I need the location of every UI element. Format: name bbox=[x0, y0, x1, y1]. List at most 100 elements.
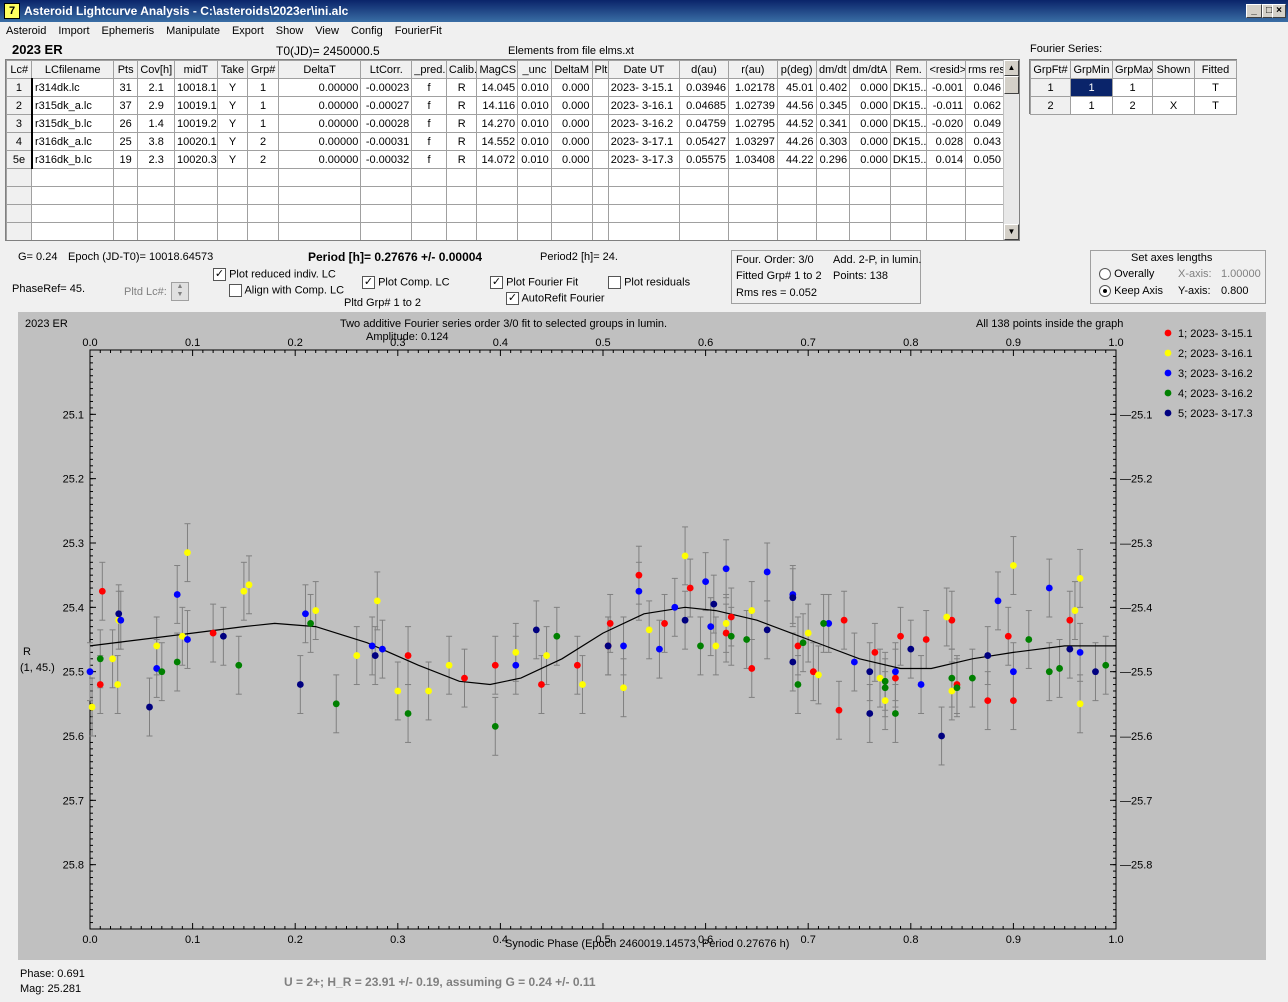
lc-table-cell[interactable]: 0.010 bbox=[517, 96, 552, 115]
lc-table-cell[interactable] bbox=[411, 168, 447, 187]
lc-table-cell[interactable] bbox=[112, 204, 139, 223]
overally-radio[interactable]: Overally bbox=[1099, 268, 1154, 281]
lc-table-cell[interactable]: Y bbox=[216, 78, 249, 97]
lc-table-cell[interactable]: R bbox=[445, 78, 478, 97]
lc-table-cell[interactable]: 0.010 bbox=[517, 132, 552, 151]
lc-table-cell[interactable]: 0.05575 bbox=[679, 150, 729, 169]
lc-table-cell[interactable] bbox=[174, 168, 218, 187]
lc-table-cell[interactable]: f bbox=[411, 150, 447, 169]
lc-table-cell[interactable] bbox=[591, 168, 609, 187]
lc-table-cell[interactable] bbox=[216, 222, 249, 240]
scroll-down-icon[interactable]: ▼ bbox=[1004, 224, 1019, 240]
lc-table-cell[interactable] bbox=[926, 186, 967, 205]
lc-col-header[interactable]: Rem. bbox=[889, 60, 928, 79]
fourier-table-cell[interactable]: 1 bbox=[1070, 96, 1113, 115]
lc-table-cell[interactable]: r315dk_a.lc bbox=[30, 96, 114, 115]
lc-table-cell[interactable]: -0.020 bbox=[926, 114, 967, 133]
lc-table-cell[interactable] bbox=[679, 168, 729, 187]
scroll-up-icon[interactable]: ▲ bbox=[1004, 60, 1019, 76]
lc-table-cell[interactable]: 0.014 bbox=[926, 150, 967, 169]
lc-table-row[interactable]: 3 r315dk_b.lc 26 1.4 10019.2 Y 1 0.00000 -0.0002… bbox=[6, 114, 1004, 133]
lc-table-cell[interactable]: -0.00023 bbox=[360, 78, 413, 97]
lc-table-cell[interactable]: DK15... bbox=[889, 150, 928, 169]
lc-table-cell[interactable]: 44.26 bbox=[776, 132, 817, 151]
fourier-table-cell[interactable] bbox=[1152, 78, 1195, 97]
lc-table-cell[interactable] bbox=[360, 168, 413, 187]
fourier-row-header[interactable]: 1 bbox=[1030, 78, 1071, 97]
lc-table-cell[interactable] bbox=[174, 222, 218, 240]
lc-table-cell[interactable] bbox=[174, 204, 218, 223]
lc-table-cell[interactable]: 0.010 bbox=[517, 150, 552, 169]
lc-table-cell[interactable] bbox=[591, 222, 609, 240]
menu-manipulate[interactable]: Manipulate bbox=[166, 25, 220, 37]
lc-col-header[interactable]: _unc bbox=[517, 60, 552, 79]
lc-table-cell[interactable]: 0.05427 bbox=[679, 132, 729, 151]
lc-table-cell[interactable] bbox=[445, 204, 478, 223]
lc-table-cell[interactable]: 44.22 bbox=[776, 150, 817, 169]
lc-table-cell[interactable]: 1 bbox=[247, 96, 279, 115]
lc-table-cell[interactable]: 14.072 bbox=[476, 150, 519, 169]
lc-table-cell[interactable] bbox=[476, 186, 519, 205]
lc-table-cell[interactable] bbox=[815, 204, 851, 223]
lc-table-cell[interactable]: 0.000 bbox=[550, 114, 593, 133]
lc-table-cell[interactable] bbox=[776, 186, 817, 205]
lc-table-cell[interactable]: 45.01 bbox=[776, 78, 817, 97]
lc-table-cell[interactable]: 2 bbox=[247, 150, 279, 169]
lc-table-cell[interactable]: 10019.2 bbox=[174, 114, 218, 133]
lc-table-cell[interactable] bbox=[247, 186, 279, 205]
lc-col-header[interactable]: rms res bbox=[965, 60, 1004, 79]
lc-table-cell[interactable] bbox=[591, 150, 609, 169]
lc-table-cell[interactable] bbox=[776, 222, 817, 240]
lc-table-cell[interactable]: 0.00000 bbox=[277, 132, 362, 151]
lc-col-header[interactable]: Lc# bbox=[6, 60, 33, 79]
lc-table-cell[interactable] bbox=[926, 222, 967, 240]
align-comp-check-icon[interactable] bbox=[229, 284, 242, 297]
fourier-col-header[interactable]: GrpMin bbox=[1070, 60, 1113, 79]
lc-table-cell[interactable] bbox=[965, 204, 1004, 223]
plot-fourier-check-icon[interactable]: ✓ bbox=[490, 276, 503, 289]
lc-table-cell[interactable] bbox=[174, 186, 218, 205]
fourier-table-cell[interactable]: T bbox=[1194, 96, 1237, 115]
lc-col-header[interactable]: d(au) bbox=[679, 60, 729, 79]
lc-table-cell[interactable]: Y bbox=[216, 150, 249, 169]
lc-table-cell[interactable]: 0.000 bbox=[849, 150, 891, 169]
lc-table-cell[interactable] bbox=[607, 168, 681, 187]
lc-table-cell[interactable] bbox=[849, 186, 891, 205]
fourier-col-header[interactable]: Fitted bbox=[1194, 60, 1237, 79]
lc-table-cell[interactable] bbox=[360, 186, 413, 205]
lc-table-cell[interactable] bbox=[607, 186, 681, 205]
lc-table-cell[interactable]: 2023- 3-15.1 bbox=[607, 78, 681, 97]
fourier-col-header[interactable]: GrpMax bbox=[1112, 60, 1153, 79]
menu-export[interactable]: Export bbox=[231, 25, 264, 37]
lc-table-cell[interactable]: 10019.1 bbox=[174, 96, 218, 115]
lc-col-header[interactable]: dm/dtA bbox=[849, 60, 891, 79]
lc-table-cell[interactable] bbox=[679, 186, 729, 205]
lc-table-cell[interactable] bbox=[137, 168, 176, 187]
lc-col-header[interactable]: DeltaT bbox=[277, 60, 362, 79]
lc-table-cell[interactable]: DK15... bbox=[889, 132, 928, 151]
lc-table-cell[interactable]: 2.3 bbox=[137, 150, 176, 169]
lc-table-cell[interactable]: -0.00032 bbox=[360, 150, 413, 169]
overally-radio-icon[interactable] bbox=[1099, 268, 1111, 281]
lc-table-cell[interactable]: 0.000 bbox=[550, 96, 593, 115]
lc-col-header[interactable]: Cov[h] bbox=[137, 60, 176, 79]
lc-table-cell[interactable]: 0.00000 bbox=[277, 78, 362, 97]
lc-table-cell[interactable] bbox=[849, 168, 891, 187]
lc-table-cell[interactable] bbox=[31, 222, 114, 240]
lc-table-empty-row[interactable] bbox=[6, 186, 1004, 205]
lc-table-cell[interactable] bbox=[727, 168, 778, 187]
lc-table-cell[interactable]: 44.56 bbox=[776, 96, 817, 115]
lc-table-cell[interactable]: DK15... bbox=[889, 114, 928, 133]
menu-view[interactable]: View bbox=[315, 25, 339, 37]
lc-table-cell[interactable]: 0.00000 bbox=[277, 114, 362, 133]
lc-row-header[interactable]: 2 bbox=[6, 96, 33, 115]
lc-table-cell[interactable] bbox=[445, 222, 478, 240]
lc-table-cell[interactable]: 0.062 bbox=[965, 96, 1004, 115]
lc-col-header[interactable]: Plt bbox=[591, 60, 609, 79]
lc-table-cell[interactable] bbox=[476, 168, 519, 187]
lc-table-cell[interactable] bbox=[679, 204, 729, 223]
lc-table-row[interactable]: 4 r316dk_a.lc 25 3.8 10020.1 Y 2 0.00000 -0.0003… bbox=[6, 132, 1004, 151]
lc-table-cell[interactable]: 2023- 3-17.3 bbox=[607, 150, 681, 169]
lc-table-cell[interactable] bbox=[137, 222, 176, 240]
